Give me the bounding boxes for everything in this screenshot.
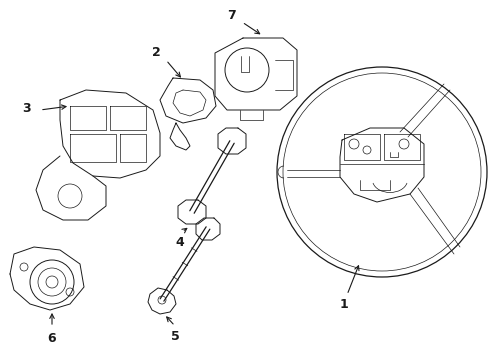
Text: 3: 3 [22,102,30,114]
Text: 4: 4 [175,235,184,248]
Text: 7: 7 [228,9,236,22]
Text: 2: 2 [151,46,160,59]
Text: 5: 5 [171,329,179,342]
Text: 6: 6 [48,332,56,345]
Text: 1: 1 [340,298,348,311]
